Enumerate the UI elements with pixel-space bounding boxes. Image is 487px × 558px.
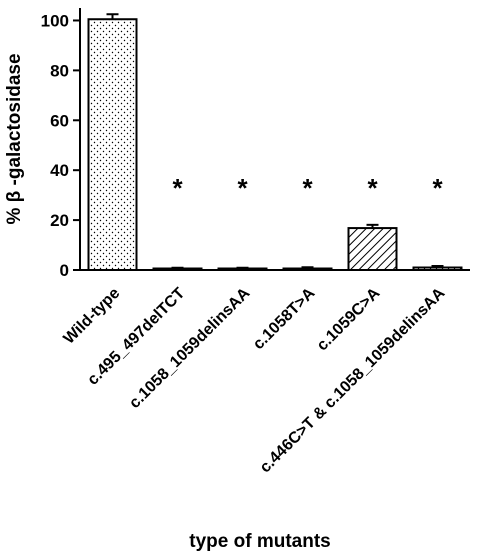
y-tick-label: 60 xyxy=(50,111,69,130)
significance-star-3: * xyxy=(237,173,248,203)
labels: 0 20 40 60 80 100 % β -galactosidase Wild-type *… xyxy=(4,11,449,552)
bars xyxy=(87,13,463,271)
x-category-label-3: c.1058_1059delinsAA xyxy=(126,284,253,411)
bar-4 xyxy=(282,267,333,271)
y-tick-label: 80 xyxy=(50,61,69,80)
significance-star-6: * xyxy=(432,173,443,203)
x-axis-label: type of mutants xyxy=(189,531,330,552)
significance-star-5: * xyxy=(367,173,378,203)
y-tick-label: 40 xyxy=(50,161,69,180)
x-category-label-5: c.1059C>A xyxy=(314,284,384,354)
bar-5 xyxy=(347,227,398,271)
y-tick-label: 20 xyxy=(50,211,69,230)
y-tick-label: 100 xyxy=(41,11,69,30)
significance-star-2: * xyxy=(172,173,183,203)
x-category-label-4: c.1058T>A xyxy=(250,284,319,353)
significance-star-4: * xyxy=(302,173,313,203)
y-tick-label: 0 xyxy=(60,261,69,280)
axes xyxy=(73,8,470,271)
bar-6 xyxy=(412,266,463,271)
bar-1 xyxy=(87,18,138,271)
x-category-label-1: Wild-type xyxy=(60,285,123,348)
y-axis-label: % β -galactosidase xyxy=(4,53,25,224)
